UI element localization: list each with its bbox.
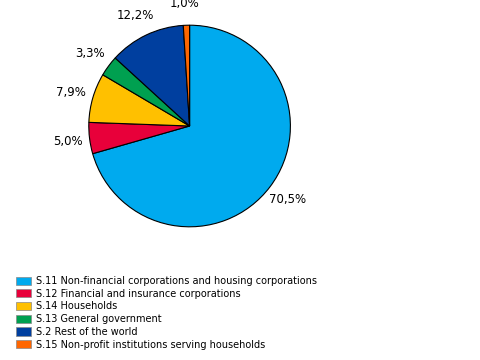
Text: 1,0%: 1,0%	[170, 0, 200, 10]
Text: 12,2%: 12,2%	[117, 9, 155, 22]
Text: 7,9%: 7,9%	[57, 86, 86, 99]
Wedge shape	[183, 25, 190, 126]
Wedge shape	[115, 26, 190, 126]
Wedge shape	[93, 25, 290, 227]
Legend: S.11 Non-financial corporations and housing corporations, S.12 Financial and ins: S.11 Non-financial corporations and hous…	[14, 274, 319, 351]
Text: 3,3%: 3,3%	[75, 47, 105, 60]
Text: 5,0%: 5,0%	[53, 135, 83, 148]
Text: 70,5%: 70,5%	[269, 193, 307, 206]
Wedge shape	[89, 122, 190, 154]
Wedge shape	[89, 75, 190, 126]
Wedge shape	[103, 58, 190, 126]
